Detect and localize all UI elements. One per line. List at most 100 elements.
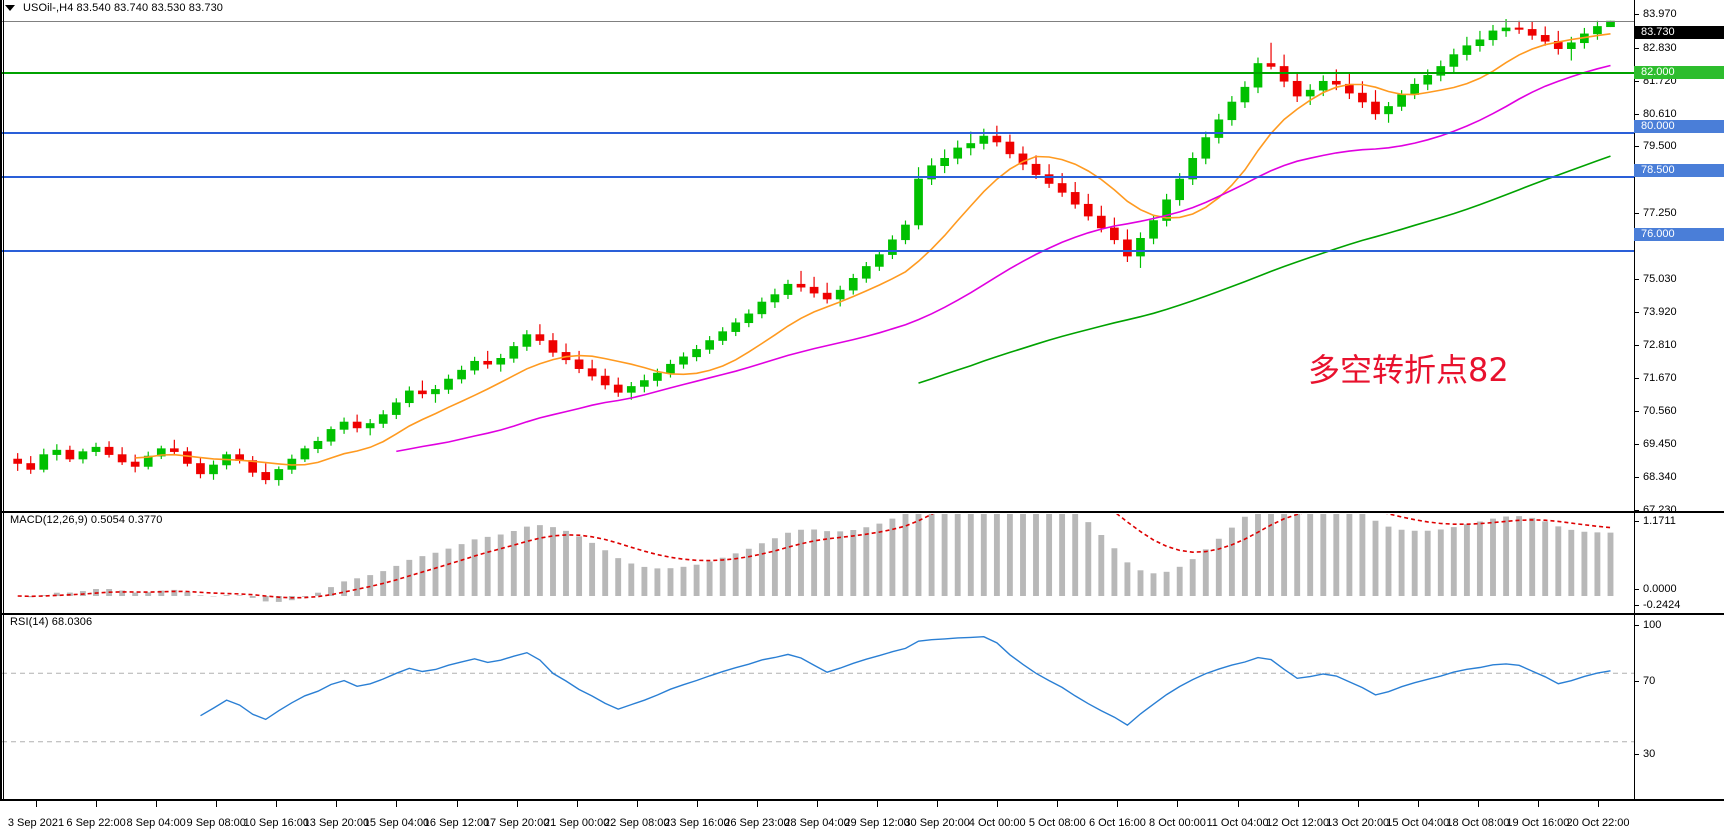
time-tick <box>216 801 218 807</box>
time-axis-label: 6 Sep 22:00 <box>66 817 126 829</box>
time-axis-label: 23 Sep 16:00 <box>664 817 730 829</box>
rsi-axis[interactable]: 100 70 30 <box>1634 615 1724 799</box>
time-axis-label: 10 Sep 16:00 <box>243 817 310 829</box>
price-level-badge[interactable]: 78.500 <box>1634 164 1724 177</box>
time-tick <box>96 801 98 807</box>
price-tick: 70.560 <box>1634 405 1724 418</box>
price-tick: 82.830 <box>1634 42 1724 55</box>
rsi-tick: 30 <box>1634 748 1724 761</box>
time-axis-label: 15 Sep 04:00 <box>363 817 430 829</box>
time-axis-label: 28 Sep 04:00 <box>784 817 850 829</box>
time-axis-label: 17 Sep 20:00 <box>483 817 550 829</box>
pane-frame-left-inner <box>3 513 4 613</box>
macd-plot-area[interactable] <box>2 514 1634 613</box>
rsi-label: RSI(14) 68.0306 <box>10 616 93 628</box>
time-axis-label: 6 Oct 16:00 <box>1088 817 1146 829</box>
price-plot-area[interactable] <box>2 14 1634 510</box>
time-tick <box>456 801 458 807</box>
time-axis-label: 12 Oct 12:00 <box>1266 817 1330 829</box>
horizontal-level-line[interactable] <box>0 21 1634 23</box>
time-axis-label: 8 Sep 04:00 <box>126 817 186 829</box>
rsi-tick: 70 <box>1634 675 1724 688</box>
price-axis[interactable]: 83.970 82.830 81.720 80.610 79.500 77.250 75.0… <box>1634 0 1724 516</box>
price-level-badge[interactable]: 83.730 <box>1634 26 1724 39</box>
rsi-plot-area[interactable] <box>2 616 1634 799</box>
horizontal-level-line[interactable] <box>0 176 1634 179</box>
time-axis-label: 16 Sep 12:00 <box>423 817 490 829</box>
macd-tick: 0.0000 <box>1634 583 1724 596</box>
pane-frame-left <box>0 615 2 799</box>
price-tick: 83.970 <box>1634 8 1724 21</box>
time-tick <box>636 801 638 807</box>
time-tick <box>877 801 879 807</box>
time-axis-label: 29 Sep 12:00 <box>844 817 910 829</box>
price-pane[interactable]: USOil-,H4 83.540 83.740 83.530 83.730 83… <box>0 0 1724 516</box>
price-tick: 75.030 <box>1634 273 1724 286</box>
price-tick: 73.920 <box>1634 306 1724 319</box>
horizontal-level-line[interactable] <box>0 72 1634 75</box>
price-tick: 68.340 <box>1634 471 1724 484</box>
pane-frame-left-inner <box>3 615 4 799</box>
time-tick <box>336 801 338 807</box>
time-axis-label: 21 Sep 00:00 <box>543 817 610 829</box>
time-axis-label: 15 Oct 04:00 <box>1386 817 1450 829</box>
time-tick <box>576 801 578 807</box>
pane-frame-left <box>0 0 2 511</box>
macd-pane[interactable]: MACD(12,26,9) 0.5054 0.3770 1.1711 0.000… <box>0 512 1724 614</box>
macd-histogram-svg <box>17 514 1614 602</box>
price-level-badge[interactable]: 82.000 <box>1634 66 1724 79</box>
rsi-tick: 100 <box>1634 619 1724 632</box>
time-axis-label: 22 Sep 08:00 <box>604 817 670 829</box>
macd-label: MACD(12,26,9) 0.5054 0.3770 <box>10 514 163 526</box>
time-axis-label: 30 Sep 20:00 <box>904 817 970 829</box>
time-tick <box>1297 801 1299 807</box>
time-tick <box>756 801 758 807</box>
time-axis-label: 5 Oct 08:00 <box>1028 817 1086 829</box>
time-tick <box>1598 801 1599 807</box>
time-axis-label: 13 Sep 20:00 <box>303 817 370 829</box>
pane-frame-left <box>0 513 2 613</box>
macd-tick: 1.1711 <box>1634 515 1724 528</box>
price-tick: 71.670 <box>1634 372 1724 385</box>
time-axis-label: 18 Oct 08:00 <box>1446 817 1510 829</box>
time-tick <box>1177 801 1179 807</box>
time-tick <box>997 801 999 807</box>
time-tick <box>1357 801 1359 807</box>
rsi-pane[interactable]: RSI(14) 68.0306 100 70 30 <box>0 614 1724 800</box>
price-level-badge[interactable]: 76.000 <box>1634 228 1724 241</box>
macd-axis[interactable]: 1.1711 0.0000 -0.2424 <box>1634 513 1724 613</box>
time-tick <box>1237 801 1239 807</box>
time-tick <box>1057 801 1059 807</box>
time-tick <box>1537 801 1539 807</box>
time-tick <box>1117 801 1119 807</box>
time-axis-label: 20 Oct 22:00 <box>1566 817 1630 829</box>
time-axis-label: 19 Oct 16:00 <box>1506 817 1570 829</box>
time-tick <box>396 801 398 807</box>
time-axis-label: 9 Sep 08:00 <box>186 817 246 829</box>
time-tick <box>36 801 37 807</box>
price-tick: 72.810 <box>1634 339 1724 352</box>
price-candles-svg <box>13 19 1615 486</box>
macd-tick: -0.2424 <box>1634 599 1724 612</box>
price-level-badge[interactable]: 80.000 <box>1634 120 1724 133</box>
triangle-down-icon[interactable] <box>5 5 15 11</box>
text-annotation[interactable]: 多空转折点82 <box>1308 351 1509 389</box>
symbol-header: USOil-,H4 83.540 83.740 83.530 83.730 <box>23 2 224 14</box>
horizontal-level-line[interactable] <box>0 131 1634 134</box>
time-tick <box>817 801 818 807</box>
time-axis-label: 26 Sep 23:00 <box>724 817 790 829</box>
time-axis-label: 13 Oct 20:00 <box>1326 817 1390 829</box>
price-tick: 69.450 <box>1634 438 1724 451</box>
time-tick <box>696 801 698 807</box>
time-tick <box>937 801 939 807</box>
price-tick: 79.500 <box>1634 140 1724 153</box>
horizontal-level-line[interactable] <box>0 250 1634 253</box>
time-axis-label: 4 Oct 00:00 <box>968 817 1026 829</box>
time-tick <box>1417 801 1419 807</box>
time-tick <box>516 801 518 807</box>
time-axis-label: 8 Oct 00:00 <box>1149 817 1206 829</box>
time-tick <box>1477 801 1479 807</box>
time-axis[interactable]: 3 Sep 2021 6 Sep 22:00 8 Sep 04:00 9 Sep 08… <box>0 800 1724 836</box>
time-tick <box>276 801 278 807</box>
time-axis-label: 11 Oct 04:00 <box>1206 817 1269 829</box>
